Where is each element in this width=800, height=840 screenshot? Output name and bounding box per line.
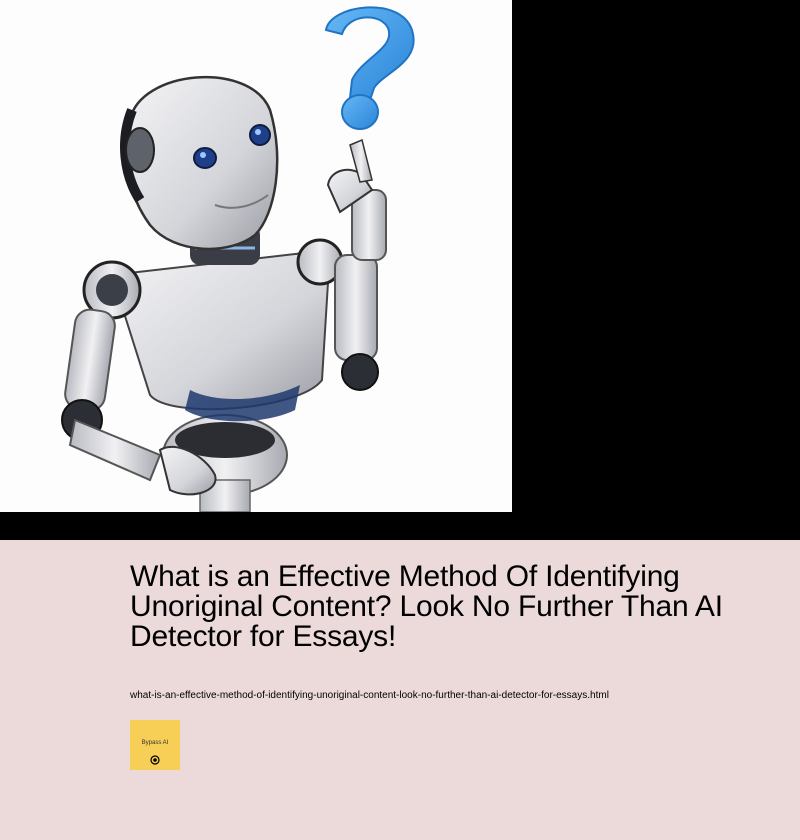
- article-title: What is an Effective Method Of Identifyi…: [130, 560, 723, 653]
- content-section: What is an Effective Method Of Identifyi…: [0, 540, 800, 840]
- hero-section: [0, 0, 512, 512]
- badge-label: Bypass AI: [141, 740, 169, 746]
- hero-image: [0, 0, 512, 512]
- robot-illustration: [61, 6, 415, 512]
- article-filename: what-is-an-effective-method-of-identifyi…: [130, 690, 609, 701]
- question-mark-icon: [324, 6, 415, 130]
- target-icon: [150, 755, 160, 765]
- bypass-ai-badge-link[interactable]: Bypass AI: [130, 720, 180, 770]
